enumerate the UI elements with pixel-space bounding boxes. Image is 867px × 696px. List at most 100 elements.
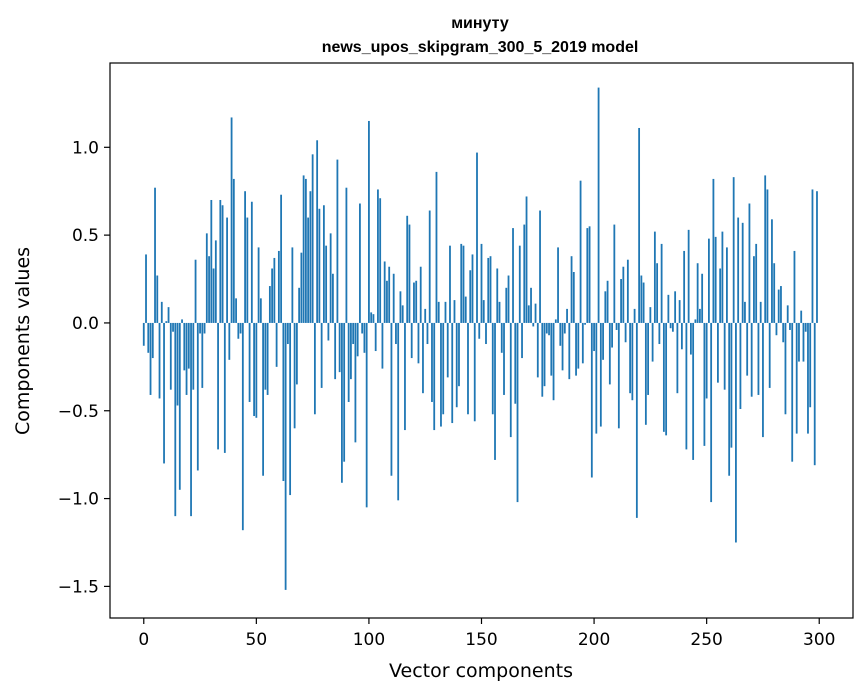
bar: [750, 322, 753, 397]
bar: [588, 226, 591, 323]
bar: [737, 217, 740, 323]
bar: [370, 312, 373, 323]
bar: [381, 322, 384, 369]
bar: [221, 205, 224, 323]
bar: [343, 322, 346, 462]
bar: [514, 322, 517, 404]
chart-title: минуту news_upos_skipgram_300_5_2019 mod…: [322, 15, 639, 56]
bar: [701, 273, 704, 323]
bar: [327, 322, 330, 341]
bar: [284, 322, 287, 590]
bar: [395, 322, 397, 345]
bar-series: [142, 87, 818, 590]
bar: [311, 154, 314, 323]
bar: [534, 303, 537, 323]
bar: [662, 322, 665, 432]
bar: [489, 256, 492, 323]
bar: [212, 268, 215, 323]
bar: [595, 322, 598, 434]
bar: [336, 159, 339, 323]
bar: [773, 263, 776, 323]
bar: [478, 322, 481, 339]
bar: [397, 322, 400, 501]
bar: [318, 208, 321, 323]
bar: [782, 322, 785, 343]
bar: [676, 322, 679, 394]
bar: [354, 322, 357, 443]
bar: [142, 322, 145, 346]
bar: [518, 245, 521, 323]
bar: [620, 279, 622, 323]
bar: [379, 198, 382, 323]
bar: [809, 322, 812, 408]
bar: [780, 286, 782, 323]
bar: [302, 175, 305, 323]
bar: [286, 322, 289, 345]
bar: [219, 199, 222, 323]
bar: [689, 322, 692, 355]
bar: [320, 322, 323, 388]
bar: [802, 322, 805, 362]
bar: [322, 205, 325, 323]
x-tick-label: 50: [246, 630, 268, 650]
bar: [505, 287, 508, 323]
bar: [705, 322, 708, 399]
bar: [667, 294, 670, 323]
bar: [390, 322, 393, 476]
bar: [174, 322, 177, 517]
bar: [298, 287, 301, 323]
x-tick-label: 250: [690, 630, 722, 650]
bar: [581, 322, 584, 364]
bar: [257, 247, 260, 323]
bar: [309, 191, 312, 323]
bar: [759, 301, 762, 323]
bar: [262, 322, 264, 476]
bar: [521, 322, 523, 359]
bar: [282, 322, 285, 482]
bar: [789, 322, 791, 330]
bar: [768, 322, 771, 388]
y-tick-label: 0.5: [72, 226, 99, 246]
bar: [786, 305, 789, 323]
bar: [674, 291, 677, 323]
bar: [167, 307, 170, 323]
bar: [377, 189, 379, 323]
bar: [554, 319, 557, 323]
bar: [579, 180, 582, 323]
bar: [151, 322, 154, 359]
bar: [541, 322, 544, 397]
bar: [291, 247, 294, 323]
bar: [235, 298, 237, 323]
bar: [523, 224, 526, 323]
bar: [176, 322, 179, 406]
bar: [437, 301, 440, 323]
bar: [469, 270, 472, 323]
bar: [739, 322, 742, 409]
bar: [631, 322, 634, 401]
bar: [422, 322, 424, 394]
bar: [259, 298, 262, 323]
bar: [462, 245, 465, 323]
bar: [548, 322, 550, 336]
bar: [566, 308, 568, 323]
bar: [644, 322, 647, 425]
bar: [237, 322, 240, 339]
bar: [721, 231, 724, 323]
bar: [361, 322, 364, 334]
y-tick-label: −1.0: [58, 490, 99, 510]
bar: [712, 178, 715, 323]
bar: [246, 217, 249, 323]
bar: [696, 263, 699, 323]
bar: [190, 322, 192, 517]
bar: [178, 322, 181, 490]
bar: [755, 243, 758, 323]
bar: [467, 322, 469, 415]
bar: [313, 322, 316, 415]
bar: [527, 305, 530, 323]
bar: [642, 282, 645, 323]
y-tick-label: 0.0: [72, 314, 99, 334]
bar: [503, 322, 505, 395]
bar: [217, 322, 219, 450]
bar: [250, 201, 253, 323]
bar: [608, 322, 611, 385]
